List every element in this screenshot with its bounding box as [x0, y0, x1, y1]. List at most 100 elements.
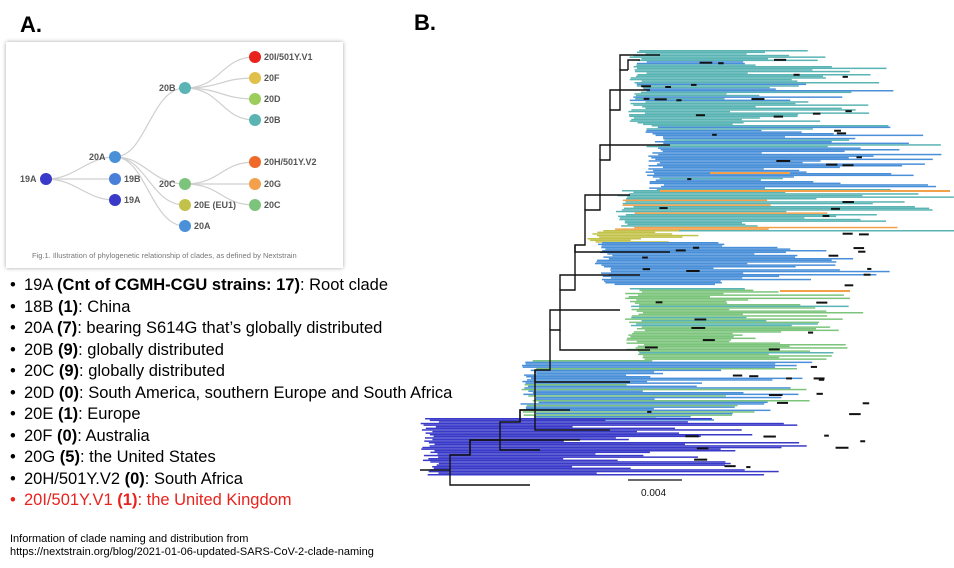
tree-leaf: [521, 388, 807, 391]
tree-leaf: [629, 114, 799, 116]
tree-leaf: [631, 109, 856, 111]
clade-item-desc: : South America, southern Europe and Sou…: [79, 383, 453, 402]
tree-leaf: [636, 64, 756, 66]
label-19A: 19A: [124, 195, 141, 205]
tree-leaf: [660, 149, 900, 151]
tree-leaf: [625, 297, 851, 300]
phylogenetic-tree: 0.004: [420, 50, 954, 499]
tree-leaf: [423, 424, 798, 426]
tree-leaf: [432, 430, 637, 433]
tree-leaf: [634, 69, 813, 71]
tree-leaf: [595, 262, 748, 265]
tree-leaf: [657, 126, 891, 129]
clade-item-name: 20D: [24, 383, 59, 402]
tree-leaf: [648, 168, 764, 170]
tree-leaf: [536, 368, 797, 370]
clade-item-name: 20B: [24, 340, 58, 359]
tree-leaf: [635, 98, 725, 100]
tree-leaf: [429, 445, 807, 447]
tree-leaf: [618, 215, 837, 218]
tree-leaf: [627, 196, 954, 198]
tree-leaf: [638, 313, 743, 316]
tree-leaf: [524, 384, 627, 386]
label-20I: 20I/501Y.V1: [264, 52, 313, 62]
tree-leaf: [646, 128, 813, 130]
clade-item-desc: : Root clade: [299, 276, 389, 294]
tree-leaf: [639, 289, 754, 292]
bullet: •: [10, 362, 16, 380]
scale-bar: 0.004: [628, 479, 682, 499]
clade-item-count: (9): [57, 340, 79, 359]
label-20A: 20A: [89, 152, 106, 162]
tree-leaf: [535, 412, 733, 415]
tree-leaf: [638, 350, 811, 352]
tree-leaf: [640, 91, 852, 94]
node-20B-leaf: [249, 114, 261, 126]
tree-leaf: [646, 145, 828, 148]
tree-leaf: [538, 401, 768, 404]
tree-leaf: [430, 461, 726, 463]
label-19B: 19B: [124, 174, 141, 184]
label-20B-leaf: 20B: [264, 115, 281, 125]
tree-leaf: [647, 174, 914, 177]
tree-leaf: [655, 134, 924, 137]
tree-leaf: [658, 153, 942, 156]
tree-leaf: [629, 321, 820, 324]
tree-leaf: [656, 163, 925, 165]
label-20C: 20C: [159, 179, 176, 189]
tree-leaf: [534, 398, 655, 400]
tree-leaf: [654, 141, 832, 143]
tree-leaf: [596, 261, 837, 263]
panel-a-label: A.: [20, 12, 42, 37]
tree-leaf: [631, 316, 747, 319]
node-20F: [249, 72, 261, 84]
tree-leaf: [522, 366, 775, 368]
tree-leaf: [608, 274, 877, 276]
clade-item-desc: : South Africa: [144, 469, 243, 488]
tree-leaf: [531, 377, 803, 380]
clade-item-name: 20C: [24, 362, 59, 380]
bullet: •: [10, 491, 16, 509]
tree-leaf: [656, 189, 891, 191]
tree-leaf: [637, 74, 871, 76]
tree-leaf: [610, 267, 714, 270]
tree-leaf: [434, 443, 686, 446]
tree-leaf: [639, 50, 808, 52]
tree-branch: [599, 144, 670, 160]
tree-leaf: [653, 169, 800, 172]
tree-leaf: [633, 54, 790, 57]
tree-leaf: [634, 93, 727, 95]
tree-leaf: [532, 360, 653, 362]
tree-leaf: [532, 400, 810, 402]
tree-leaf: [612, 254, 798, 257]
tree-leaf-accent: [780, 290, 850, 292]
tree-leaf: [636, 83, 807, 86]
tree-leaf: [434, 450, 736, 452]
tree-leaf: [624, 220, 886, 222]
tree-leaf: [641, 320, 767, 322]
tree-leaf: [630, 336, 734, 338]
node-19A: [109, 194, 121, 206]
tree-leaf: [530, 369, 722, 372]
label-20B: 20B: [159, 83, 176, 93]
tree-leaf: [649, 187, 765, 189]
tree-leaf: [438, 456, 698, 458]
tree-leaf: [437, 453, 596, 455]
label-20F: 20F: [264, 73, 280, 83]
bullet: •: [10, 469, 16, 488]
tree-leaf: [631, 308, 730, 311]
tree-leaf: [524, 374, 627, 376]
tree-leaf: [655, 179, 761, 181]
tree-leaf: [626, 339, 732, 341]
tree-leaf: [662, 166, 840, 169]
bullet: •: [10, 319, 16, 337]
tree-leaf: [658, 147, 861, 149]
tree-leaf: [619, 218, 861, 221]
tree-leaf: [636, 310, 827, 312]
tree-leaf: [429, 434, 753, 436]
clade-item-count: (1): [57, 297, 79, 316]
bullet: •: [10, 448, 16, 466]
clade-item-name: 20H/501Y.V2: [24, 469, 125, 488]
clade-item-highlighted: • 20I/501Y.V1 (1): the United Kingdom: [10, 490, 452, 512]
tree-leaf: [626, 348, 776, 351]
